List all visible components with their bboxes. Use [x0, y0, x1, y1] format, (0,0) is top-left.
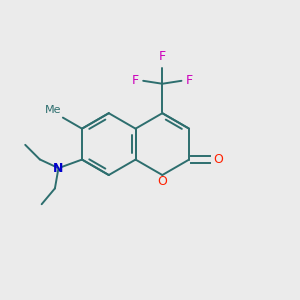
Text: O: O [213, 153, 223, 166]
Text: N: N [53, 162, 64, 175]
Text: F: F [132, 74, 139, 87]
Text: O: O [158, 175, 167, 188]
Text: F: F [186, 74, 193, 87]
Text: F: F [159, 50, 166, 63]
Text: Me: Me [45, 105, 62, 115]
